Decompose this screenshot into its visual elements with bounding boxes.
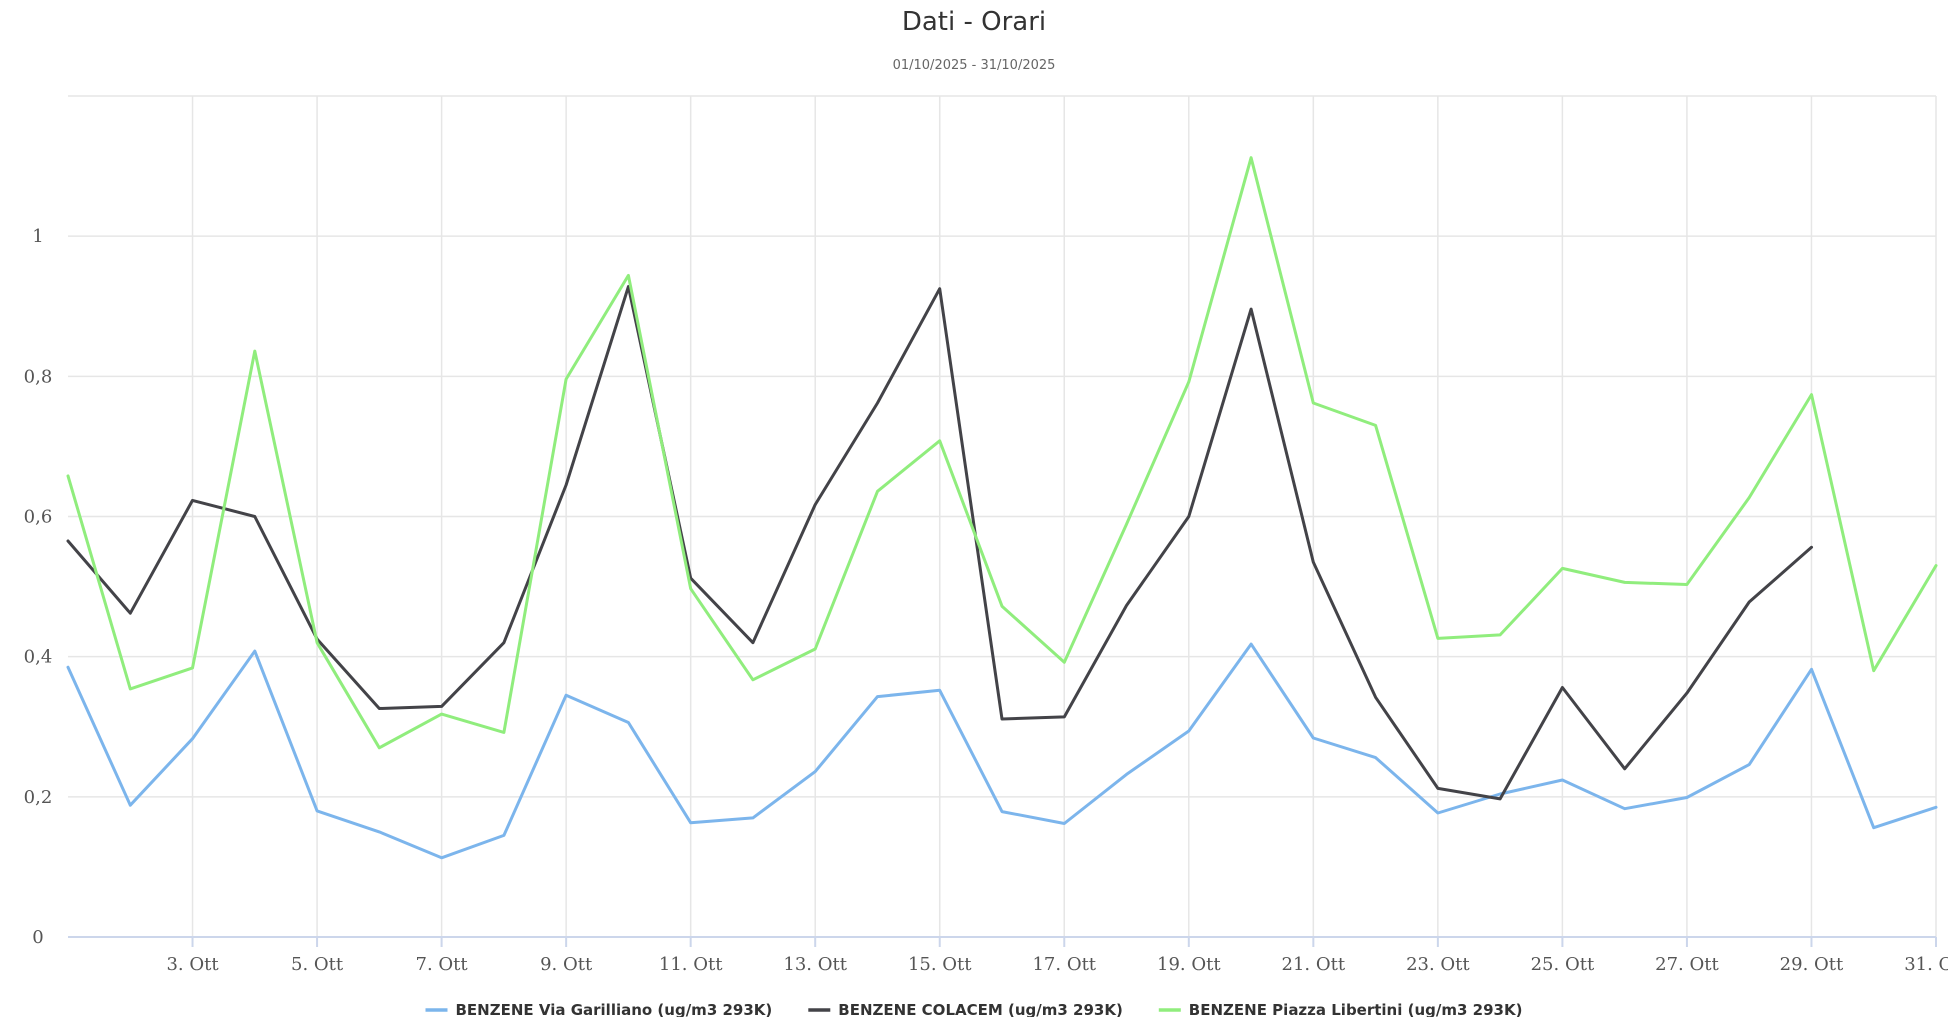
x-tick-label: 19. Ott xyxy=(1157,954,1221,975)
chart-title: Dati - Orari xyxy=(902,7,1046,37)
legend-label: BENZENE COLACEM (ug/m3 293K) xyxy=(838,1001,1123,1017)
y-tick-label: 0,8 xyxy=(24,366,53,387)
x-tick-label: 27. Ott xyxy=(1655,954,1719,975)
legend-label: BENZENE Via Garilliano (ug/m3 293K) xyxy=(456,1001,773,1017)
x-tick-label: 17. Ott xyxy=(1032,954,1096,975)
chart-subtitle: 01/10/2025 - 31/10/2025 xyxy=(893,58,1056,73)
x-tick-label: 9. Ott xyxy=(540,954,593,975)
x-tick-label: 11. Ott xyxy=(659,954,723,975)
x-tick-label: 23. Ott xyxy=(1406,954,1470,975)
legend: BENZENE Via Garilliano (ug/m3 293K) BENZE… xyxy=(425,1001,1523,1017)
y-tick-label: 0,6 xyxy=(24,507,53,528)
x-tick-label: 13. Ott xyxy=(783,954,847,975)
y-tick-label: 0,4 xyxy=(24,647,53,668)
y-tick-label: 0,2 xyxy=(24,787,53,808)
x-tick-label: 31. Ott xyxy=(1904,954,1948,975)
y-tick-label: 0 xyxy=(32,927,43,948)
x-tick-label: 29. Ott xyxy=(1780,954,1844,975)
series-line-2 xyxy=(66,285,1813,801)
grid-layer xyxy=(68,95,1937,938)
legend-item[interactable]: BENZENE COLACEM (ug/m3 293K) xyxy=(808,1001,1123,1017)
x-tick-label: 5. Ott xyxy=(291,954,344,975)
x-tick-label: 15. Ott xyxy=(908,954,972,975)
series-line-3 xyxy=(66,156,1938,750)
series-line-1 xyxy=(66,642,1938,860)
x-tick-label: 3. Ott xyxy=(166,954,219,975)
legend-item[interactable]: BENZENE Via Garilliano (ug/m3 293K) xyxy=(425,1001,773,1017)
x-tick-label: 7. Ott xyxy=(416,954,469,975)
series-layer xyxy=(66,156,1938,860)
legend-label: BENZENE Piazza Libertini (ug/m3 293K) xyxy=(1189,1001,1523,1017)
axis-layer: 00,20,40,60,813. Ott 5. Ott 7. Ott 9. Ott 11… xyxy=(24,226,1948,975)
legend-item[interactable]: BENZENE Piazza Libertini (ug/m3 293K) xyxy=(1158,1001,1523,1017)
x-tick-label: 21. Ott xyxy=(1282,954,1346,975)
y-tick-label: 1 xyxy=(32,226,43,247)
x-tick-label: 25. Ott xyxy=(1531,954,1595,975)
